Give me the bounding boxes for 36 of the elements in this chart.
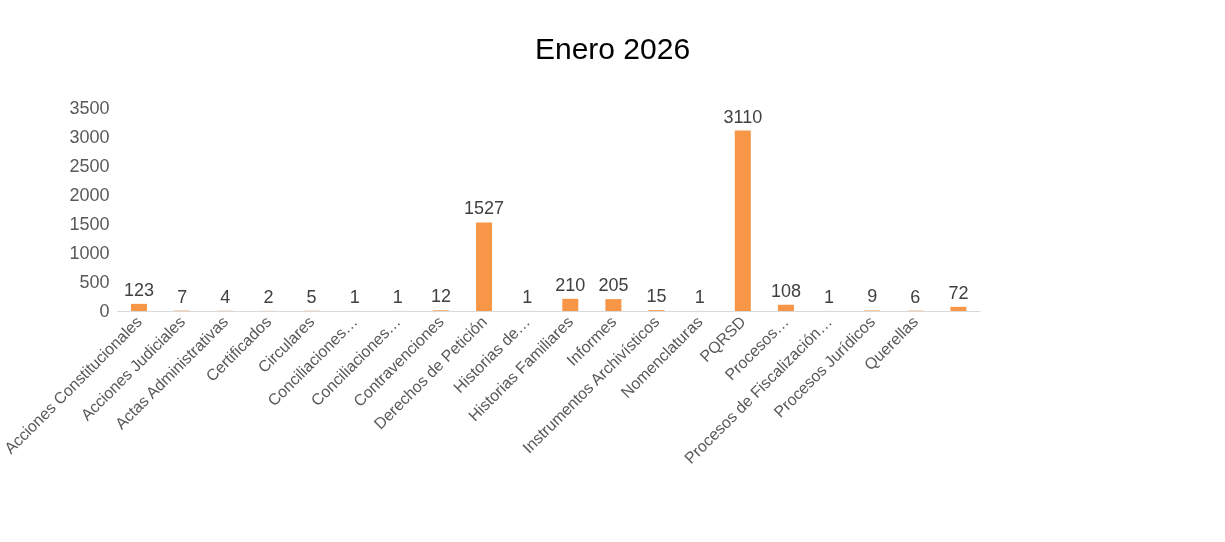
- bar: [950, 306, 967, 311]
- data-label: 3110: [723, 106, 763, 127]
- data-label: 1: [522, 286, 533, 307]
- y-tick-label: 3000: [69, 127, 110, 147]
- y-tick-label: 2500: [69, 156, 110, 176]
- data-label: 4: [220, 286, 231, 307]
- y-tick-label: 500: [79, 272, 110, 292]
- bar: [476, 222, 493, 311]
- data-label: 7: [177, 286, 188, 307]
- data-label: 1: [349, 286, 360, 307]
- bar: [562, 298, 579, 311]
- data-label: 6: [910, 286, 921, 307]
- data-label: 1: [824, 286, 835, 307]
- data-label: 108: [770, 280, 801, 301]
- y-tick-label: 1000: [69, 243, 110, 263]
- y-tick-label: 3500: [69, 98, 110, 118]
- bar: [131, 303, 148, 311]
- data-label: 1527: [464, 198, 505, 219]
- data-label: 210: [555, 274, 586, 295]
- data-label: 9: [867, 286, 878, 307]
- bar: [605, 299, 622, 311]
- data-label: 1: [392, 286, 403, 307]
- bar: [734, 130, 751, 311]
- data-label: 1: [694, 286, 705, 307]
- y-tick-label: 2000: [69, 185, 110, 205]
- bar: [777, 304, 794, 311]
- data-label: 123: [124, 279, 155, 300]
- chart-title: Enero 2026: [534, 31, 691, 65]
- data-label: 12: [430, 286, 451, 307]
- y-tick-label: 1500: [69, 214, 110, 234]
- data-label: 205: [598, 275, 629, 296]
- y-tick-label: 0: [99, 301, 110, 321]
- data-label: 5: [306, 286, 317, 307]
- data-label: 15: [646, 286, 667, 307]
- data-label: 2: [263, 286, 274, 307]
- data-label: 72: [948, 282, 969, 303]
